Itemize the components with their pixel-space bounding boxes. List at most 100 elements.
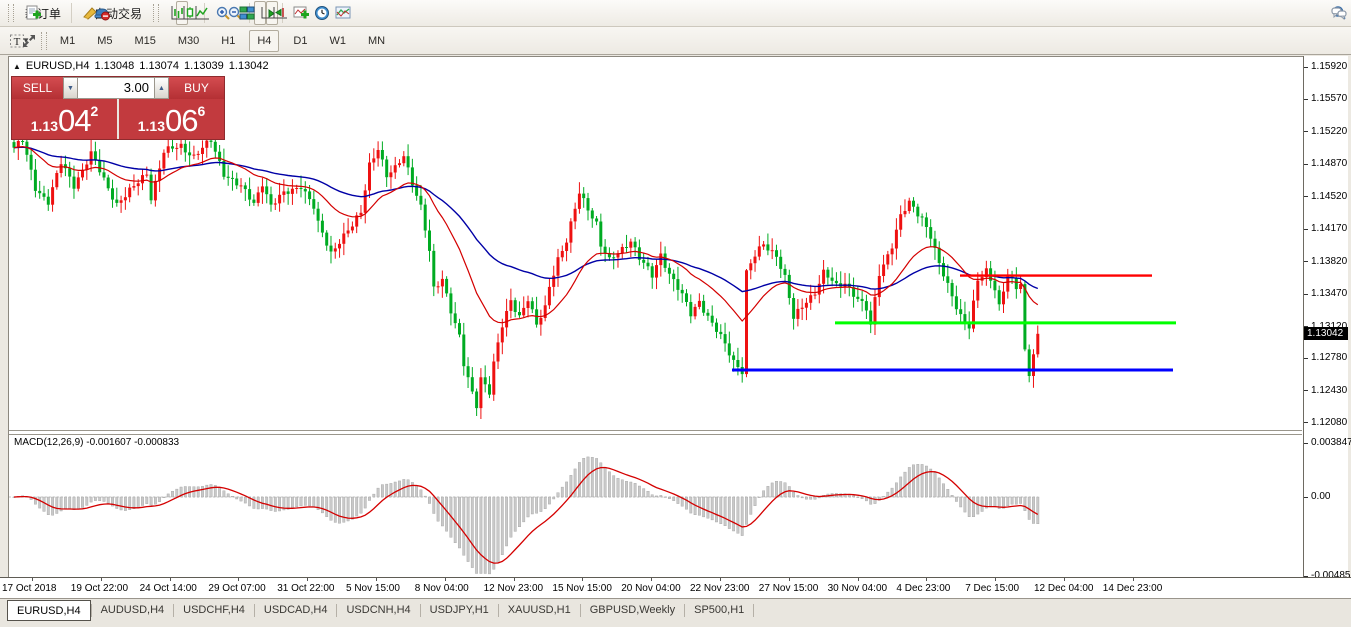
timeframe-button-mn[interactable]: MN bbox=[367, 34, 386, 47]
chart-tab-eurusd[interactable]: EURUSD,H4 bbox=[7, 600, 91, 621]
auto-scroll-button[interactable] bbox=[254, 1, 276, 25]
auto-trading-icon bbox=[94, 8, 111, 21]
sell-button[interactable]: SELL bbox=[12, 77, 63, 99]
auto-scroll-icon bbox=[261, 7, 276, 19]
new-order-icon bbox=[26, 5, 41, 20]
chart-tab-usdcnh[interactable]: USDCNH,H4 bbox=[346, 604, 411, 616]
macd-axis-tick bbox=[1304, 442, 1308, 444]
time-axis-tick bbox=[651, 578, 653, 581]
time-axis-label: 27 Nov 15:00 bbox=[758, 583, 819, 594]
bar-chart-type-button[interactable] bbox=[164, 1, 186, 25]
chart-tab-usdjpy[interactable]: USDJPY,H1 bbox=[429, 604, 489, 616]
price-axis-label: 1.14170 bbox=[1311, 223, 1348, 235]
tile-windows-button[interactable] bbox=[233, 1, 255, 25]
timeframe-button-h1[interactable]: H1 bbox=[221, 34, 236, 47]
price-axis[interactable]: 1.15920 1.15570 1.15220 1.14870 1.14520 1.141… bbox=[1303, 56, 1351, 581]
timeframe-button-h4[interactable]: H4 bbox=[249, 29, 280, 52]
price-axis-label: 1.14870 bbox=[1311, 158, 1348, 170]
price-axis-label: 1.15570 bbox=[1311, 93, 1348, 105]
buy-price-display[interactable]: 1.13 06 6 bbox=[119, 99, 224, 139]
sell-price-display[interactable]: 1.13 04 2 bbox=[12, 99, 117, 139]
tile-windows-icon bbox=[239, 6, 255, 20]
price-axis-label: 1.12780 bbox=[1311, 352, 1348, 364]
chart-tab-gbpusd[interactable]: GBPUSD,Weekly bbox=[589, 604, 676, 616]
price-axis-tick bbox=[1304, 422, 1308, 424]
candles-layer bbox=[12, 130, 1040, 419]
price-axis-tick bbox=[1304, 131, 1308, 133]
price-axis-tick bbox=[1304, 326, 1308, 328]
time-axis-label: 15 Nov 15:00 bbox=[552, 583, 612, 594]
ohlc-high: 1.13074 bbox=[139, 60, 180, 72]
macd-label: MACD(12,26,9) -0.001607 -0.000833 bbox=[14, 437, 180, 448]
timeframe-button-m5[interactable]: M5 bbox=[97, 34, 113, 47]
time-axis[interactable]: 17 Oct 2018 19 Oct 22:00 24 Oct 14:00 29 Oc… bbox=[0, 577, 1351, 598]
toolbar-grip[interactable] bbox=[40, 31, 47, 50]
indicators-icon bbox=[293, 6, 310, 19]
chart-window[interactable] bbox=[8, 56, 1348, 598]
tab-separator bbox=[753, 604, 755, 617]
macd-axis-label: 0.003847 bbox=[1311, 437, 1351, 448]
timeframe-button-d1[interactable]: D1 bbox=[293, 34, 308, 47]
price-axis-label: 1.13820 bbox=[1311, 255, 1348, 267]
chart-tab-xauusd[interactable]: XAUUSD,H1 bbox=[507, 604, 571, 616]
chart-tab-audusd[interactable]: AUDUSD,H4 bbox=[100, 604, 165, 616]
trade-panel-collapse-arrow[interactable]: ▲ bbox=[13, 61, 21, 71]
candlestick-type-button[interactable] bbox=[176, 1, 198, 25]
volume-input[interactable]: 3.00 bbox=[78, 77, 154, 99]
chat-icon[interactable] bbox=[1331, 5, 1347, 21]
chart-shift-button[interactable] bbox=[266, 1, 288, 25]
templates-button[interactable]: ▼ bbox=[329, 1, 351, 25]
trendlines-layer[interactable] bbox=[732, 274, 1176, 372]
moving-averages-layer bbox=[13, 145, 1039, 324]
macd-axis-label: -0.004856 bbox=[1311, 570, 1351, 581]
time-axis-tick bbox=[1064, 578, 1065, 581]
time-axis-label: 22 Nov 23:00 bbox=[690, 583, 750, 594]
time-axis-label: 8 Nov 04:00 bbox=[414, 583, 469, 594]
line-chart-type-button[interactable] bbox=[188, 1, 210, 25]
indicators-button[interactable]: ▼ bbox=[287, 1, 310, 25]
time-axis-tick bbox=[788, 578, 790, 581]
volume-increase-button[interactable]: ▲ bbox=[154, 77, 169, 99]
chart-tab-usdchf[interactable]: USDCHF,H4 bbox=[183, 604, 245, 616]
insert-text-button[interactable]: T bbox=[3, 29, 24, 53]
timeframe-button-m30[interactable]: M30 bbox=[177, 34, 200, 47]
zoom-out-button[interactable] bbox=[221, 1, 242, 25]
time-axis-tick bbox=[582, 578, 584, 581]
toolbar-grip[interactable] bbox=[8, 4, 14, 22]
timeframe-button-w1[interactable]: W1 bbox=[329, 34, 346, 47]
macd-indicator-canvas[interactable] bbox=[9, 433, 1303, 577]
styler-button[interactable] bbox=[76, 1, 97, 25]
buy-price-prefix: 1.13 bbox=[137, 118, 165, 134]
time-axis-label: 20 Nov 04:00 bbox=[621, 583, 681, 594]
macd-axis-label: 0.00 bbox=[1311, 491, 1331, 502]
main-toolbar: 新订单 自动交易 bbox=[0, 0, 1351, 27]
toolbar-grip[interactable] bbox=[153, 4, 160, 22]
zoom-in-button[interactable] bbox=[209, 1, 230, 25]
chart-tab-usdcad[interactable]: USDCAD,H4 bbox=[263, 604, 328, 616]
toolbar-separator bbox=[249, 3, 251, 23]
timeframe-button-m1[interactable]: M1 bbox=[59, 34, 76, 47]
volume-decrease-button[interactable]: ▼ bbox=[63, 77, 78, 99]
timeframe-bar: M1 M5 M15 M30 H1 H4 D1 W1 MN bbox=[52, 29, 393, 52]
current-price-tag: 1.13042 bbox=[1304, 327, 1348, 341]
timeframe-button-m15[interactable]: M15 bbox=[134, 34, 156, 47]
pane-separator[interactable] bbox=[9, 430, 1302, 435]
tab-separator bbox=[336, 604, 338, 617]
time-axis-tick bbox=[238, 578, 240, 581]
line-studies-toolbar: T ▼ M1 M5 M15 M30 H1 H4 D1 W1 MN bbox=[0, 27, 1351, 55]
arrows-tool-icon bbox=[23, 34, 35, 47]
macd-axis-tick bbox=[1304, 575, 1308, 577]
arrows-tool-button[interactable]: ▼ bbox=[15, 29, 36, 53]
chart-tab-sp500[interactable]: SP500,H1 bbox=[694, 604, 745, 616]
buy-button[interactable]: BUY bbox=[169, 77, 224, 99]
tab-separator bbox=[579, 604, 581, 617]
auto-trading-button[interactable]: 自动交易 bbox=[88, 1, 148, 25]
time-axis-tick bbox=[100, 578, 102, 581]
time-axis-label: 14 Dec 23:00 bbox=[1102, 583, 1163, 594]
price-chart-canvas[interactable] bbox=[9, 56, 1303, 430]
time-axis-label: 12 Dec 04:00 bbox=[1034, 583, 1094, 594]
new-order-button[interactable]: 新订单 bbox=[19, 1, 67, 25]
periods-button[interactable]: ▼ bbox=[308, 1, 329, 25]
clock-icon bbox=[314, 6, 329, 20]
